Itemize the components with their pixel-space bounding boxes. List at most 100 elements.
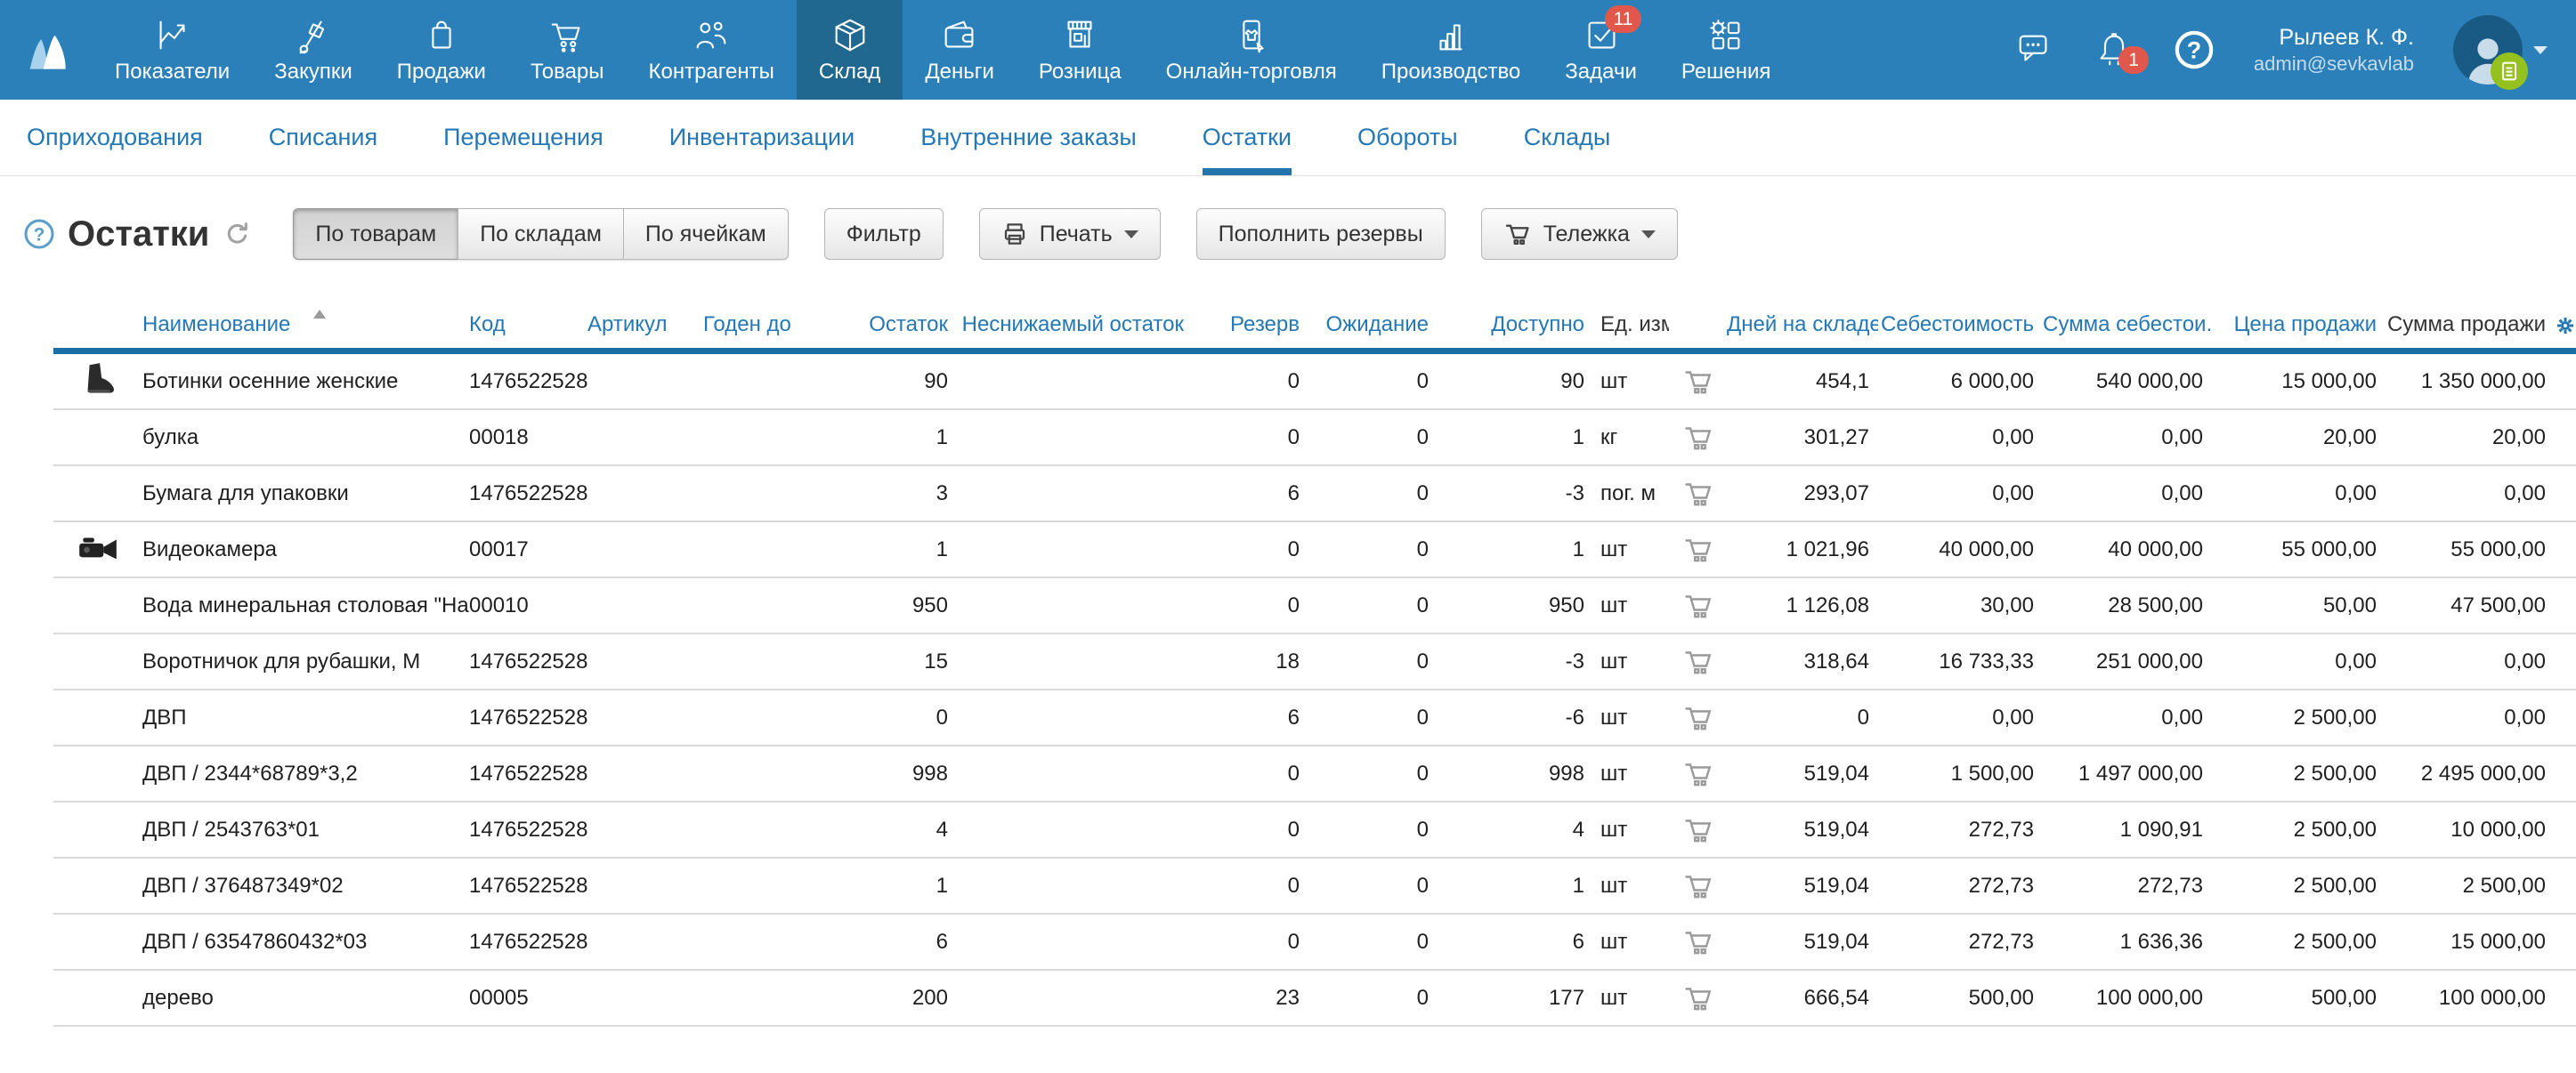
product-name[interactable]: булка: [142, 424, 199, 449]
page-title: Остатки: [68, 214, 210, 254]
topnav-item-counterparties[interactable]: Контрагенты: [627, 0, 797, 100]
subnav-item-3[interactable]: Перемещения: [443, 124, 603, 150]
header-settings: [2555, 314, 2576, 337]
gear-icon[interactable]: [2555, 314, 2576, 337]
app-logo[interactable]: [0, 0, 93, 100]
cart-icon[interactable]: [1682, 534, 1714, 566]
header-sale-price[interactable]: Цена продажи: [2233, 312, 2377, 336]
view-by-products-button[interactable]: По товарам: [293, 208, 459, 260]
table-row[interactable]: Воротничок для рубашки, М 14765225280 15…: [53, 634, 2576, 690]
cart-icon[interactable]: [1682, 702, 1714, 734]
table-row[interactable]: Вода минеральная столовая "Нары 00010 95…: [53, 578, 2576, 634]
table-row[interactable]: Видеокамера 00017 1 0 0 1 шт 1 021,96 40…: [53, 522, 2576, 578]
table-row[interactable]: Ботинки осенние женские 14765225280 90 0…: [53, 354, 2576, 410]
print-button[interactable]: Печать: [978, 208, 1161, 260]
product-name[interactable]: Бумага для упаковки: [142, 480, 349, 505]
page-help-button[interactable]: [23, 218, 55, 250]
cart-icon[interactable]: [1682, 870, 1714, 902]
header-valid-until[interactable]: Годен до: [703, 312, 791, 336]
help-button[interactable]: [2174, 29, 2215, 70]
header-cost-sum[interactable]: Сумма себестои...: [2043, 312, 2212, 336]
header-available[interactable]: Доступно: [1491, 312, 1584, 336]
product-name[interactable]: ДВП / 376487349*02: [142, 873, 344, 898]
topnav-item-money[interactable]: Деньги: [903, 0, 1017, 100]
unit-value: шт: [1600, 649, 1628, 674]
product-name[interactable]: ДВП / 63547860432*03: [142, 929, 368, 954]
table-row[interactable]: ДВП 14765225280 0 6 0 -6 шт 0 0,00 0,00 …: [53, 690, 2576, 746]
reserve-value: 0: [1287, 593, 1300, 617]
topnav-item-solutions[interactable]: Решения: [1659, 0, 1794, 100]
product-name[interactable]: Видеокамера: [142, 536, 278, 561]
cart-icon[interactable]: [1682, 758, 1714, 790]
notifications-button[interactable]: 1: [2094, 29, 2149, 74]
cart-icon[interactable]: [1682, 590, 1714, 622]
product-name[interactable]: Вода минеральная столовая "Нары: [142, 593, 469, 617]
header-cost-price[interactable]: Себестоимость: [1880, 312, 2034, 336]
account-dropdown[interactable]: [2453, 15, 2548, 90]
days-in-stock-value: 293,07: [1803, 480, 1869, 505]
table-row[interactable]: дерево 00005 200 23 0 177 шт 666,54 500,…: [53, 971, 2576, 1027]
table-row[interactable]: ДВП / 376487349*02 14765225280 1 0 0 1 ш…: [53, 859, 2576, 915]
subnav-item-8[interactable]: Склады: [1523, 124, 1611, 150]
sale-sum-value: 1 350 000,00: [2420, 368, 2546, 393]
replenish-reserves-button[interactable]: Пополнить резервы: [1195, 208, 1446, 260]
cart-icon[interactable]: [1682, 982, 1714, 1014]
page-toolbar: Остатки По товарам По складам По ячейкам…: [23, 208, 2576, 260]
subnav-item-5[interactable]: Внутренние заказы: [920, 124, 1137, 150]
user-menu[interactable]: Рылеев К. Ф. admin@sevkavlab: [2254, 24, 2414, 77]
table-row[interactable]: булка 00018 1 0 0 1 кг 301,27 0,00 0,00 …: [53, 410, 2576, 466]
topnav-item-retail[interactable]: Розница: [1017, 0, 1144, 100]
cart-button[interactable]: Тележка: [1480, 208, 1678, 260]
subnav-item-6[interactable]: Остатки: [1202, 100, 1292, 175]
header-article[interactable]: Артикул: [587, 312, 668, 336]
topnav-item-goods[interactable]: Товары: [508, 0, 627, 100]
subnav-item-2[interactable]: Списания: [268, 124, 378, 150]
chat-button[interactable]: [2013, 29, 2054, 70]
topnav-item-purchases[interactable]: Закупки: [252, 0, 375, 100]
available-value: 4: [1572, 817, 1584, 842]
view-by-warehouses-button[interactable]: По складам: [458, 208, 624, 260]
filter-button[interactable]: Фильтр: [823, 208, 944, 260]
header-reserve[interactable]: Резерв: [1230, 312, 1300, 336]
product-name[interactable]: ДВП / 2344*68789*3,2: [142, 761, 358, 786]
header-awaiting[interactable]: Ожидание: [1325, 312, 1430, 336]
table-row[interactable]: ДВП / 2543763*01 14765225280 4 0 0 4 шт …: [53, 803, 2576, 859]
topnav-item-warehouse[interactable]: Склад: [796, 0, 903, 100]
product-name[interactable]: дерево: [142, 985, 214, 1010]
topnav-item-production[interactable]: Производство: [1359, 0, 1543, 100]
subnav-item-1[interactable]: Оприходования: [27, 124, 203, 150]
unit-value: шт: [1600, 368, 1628, 393]
stock-value: 998: [911, 761, 948, 786]
product-name[interactable]: Воротничок для рубашки, М: [142, 649, 421, 674]
header-code[interactable]: Код: [469, 312, 506, 336]
view-by-cells-button[interactable]: По ячейкам: [622, 208, 789, 260]
subnav-item-7[interactable]: Обороты: [1357, 124, 1458, 150]
table-row[interactable]: ДВП / 63547860432*03 14765225280 6 0 0 6…: [53, 915, 2576, 971]
cart-icon[interactable]: [1682, 646, 1714, 678]
header-min-stock[interactable]: Неснижаемый остаток: [961, 312, 1184, 336]
topnav-item-indicators[interactable]: Показатели: [93, 0, 252, 100]
product-name[interactable]: ДВП / 2543763*01: [142, 817, 320, 842]
nav-item-label: Закупки: [274, 60, 352, 84]
cart-icon[interactable]: [1682, 478, 1714, 510]
cart-icon[interactable]: [1682, 422, 1714, 454]
refresh-button[interactable]: [223, 220, 252, 248]
sale-price-value: 2 500,00: [2293, 761, 2377, 786]
cart-icon[interactable]: [1682, 926, 1714, 958]
subnav-item-4[interactable]: Инвентаризации: [668, 124, 855, 150]
add-to-cart-cell: [1669, 982, 1727, 1014]
topnav-item-online[interactable]: Онлайн-торговля: [1144, 0, 1359, 100]
product-name[interactable]: Ботинки осенние женские: [142, 368, 399, 393]
topnav-item-sales[interactable]: Продажи: [375, 0, 508, 100]
topnav-item-tasks[interactable]: Задачи 11: [1543, 0, 1659, 100]
product-name[interactable]: ДВП: [142, 705, 187, 730]
warehouse-section-tabs: Оприходования Списания Перемещения Инвентар…: [0, 100, 2576, 176]
header-name[interactable]: Наименование: [142, 310, 469, 337]
cart-icon[interactable]: [1682, 814, 1714, 846]
header-days-in-stock[interactable]: Дней на складе: [1727, 312, 1878, 336]
available-value: 177: [1548, 985, 1584, 1010]
cart-icon[interactable]: [1682, 366, 1714, 398]
table-row[interactable]: ДВП / 2344*68789*3,2 14765225280 998 0 0…: [53, 746, 2576, 803]
table-row[interactable]: Бумага для упаковки 14765225280 3 6 0 -3…: [53, 466, 2576, 522]
header-stock[interactable]: Остаток: [869, 312, 948, 336]
